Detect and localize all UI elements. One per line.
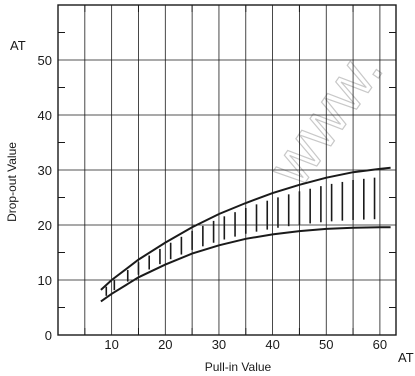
- tick-labels: 10 20 30 40 50 60 0 10 20 30 40 50: [38, 53, 388, 352]
- y-tick-label: 30: [38, 163, 52, 178]
- x-tick-label: 60: [373, 337, 387, 352]
- ticks: [58, 5, 396, 335]
- y-tick-label: 0: [45, 328, 52, 343]
- y-unit-label: AT: [10, 38, 26, 53]
- x-tick-label: 50: [319, 337, 333, 352]
- x-tick-label: 40: [265, 337, 279, 352]
- x-tick-label: 20: [158, 337, 172, 352]
- curves: [100, 166, 391, 303]
- y-tick-label: 10: [38, 273, 52, 288]
- x-tick-label: 10: [104, 337, 118, 352]
- x-axis-title: Pull-in Value: [205, 360, 272, 374]
- y-tick-label: 50: [38, 53, 52, 68]
- lower-bound-curve: [100, 226, 391, 303]
- grid: [58, 5, 396, 335]
- upper-bound-curve: [100, 166, 391, 291]
- y-tick-label: 40: [38, 108, 52, 123]
- plot-frame: [57, 4, 397, 336]
- hatch-band: [105, 177, 376, 296]
- x-tick-label: 30: [212, 337, 226, 352]
- x-unit-label: AT: [398, 350, 414, 365]
- y-tick-label: 20: [38, 218, 52, 233]
- y-axis-title: Drop-out Value: [5, 142, 19, 222]
- watermark-text: www.: [254, 37, 396, 199]
